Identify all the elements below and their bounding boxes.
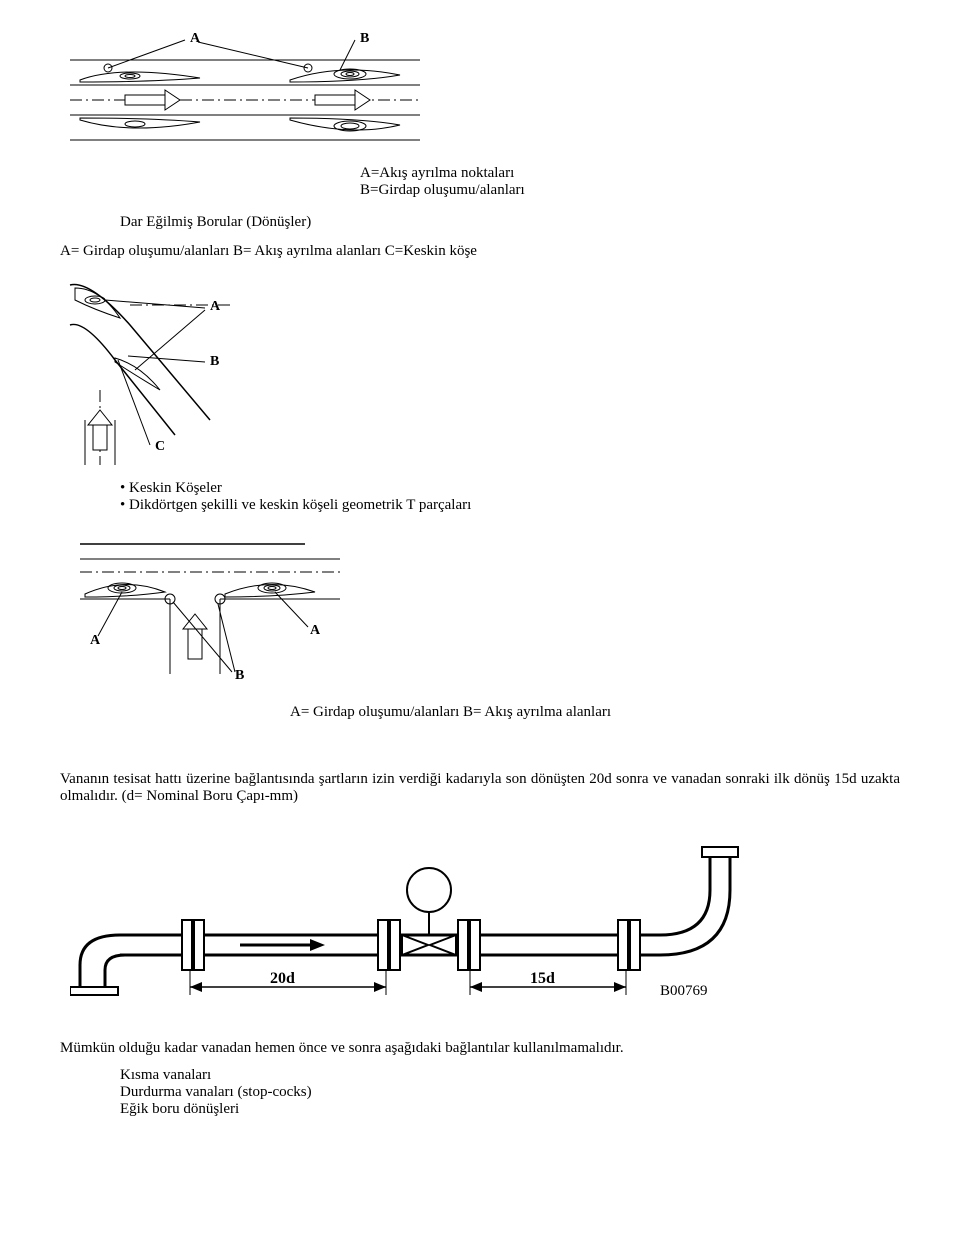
paragraph-1: Vananın tesisat hattı üzerine bağlantısı…	[60, 771, 900, 805]
legend-1: A= Girdap oluşumu/alanları B= Akış ayrıl…	[60, 243, 900, 260]
list2-item2: Durdurma vanaları (stop-cocks)	[120, 1084, 900, 1101]
fig4-dist1: 20d	[270, 970, 295, 987]
fig3-label-A-left: A	[90, 633, 101, 648]
caption-1: A=Akış ayrılma noktaları B=Girdap oluşum…	[360, 165, 900, 199]
heading-1: Dar Eğilmiş Borular (Dönüşler)	[120, 214, 900, 231]
fig2-label-B: B	[210, 354, 219, 369]
fig2-label-A: A	[210, 299, 221, 314]
fig4-code: B00769	[660, 983, 708, 999]
bullet-1: Keskin Köşeler	[120, 480, 900, 497]
legend-2: A= Girdap oluşumu/alanları B= Akış ayrıl…	[290, 704, 900, 721]
fig1-label-A: A	[190, 31, 201, 46]
paragraph-2: Mümkün olduğu kadar vanadan hemen önce v…	[60, 1040, 900, 1057]
list-2: Kısma vanaları Durdurma vanaları (stop-c…	[120, 1067, 900, 1118]
fig2-label-C: C	[155, 439, 165, 454]
list2-item3: Eğik boru dönüşleri	[120, 1101, 900, 1118]
bullet-2: Dikdörtgen şekilli ve keskin köşeli geom…	[120, 497, 900, 514]
caption-1-lineA: A=Akış ayrılma noktaları	[360, 165, 900, 182]
caption-1-lineB: B=Girdap oluşumu/alanları	[360, 182, 900, 199]
figure-3: A A B	[60, 524, 900, 694]
fig4-dist2: 15d	[530, 970, 555, 987]
figure-2: A B C	[60, 270, 900, 470]
figure-1: A B	[60, 30, 900, 150]
bullet-list-1: Keskin Köşeler Dikdörtgen şekilli ve kes…	[120, 480, 900, 514]
fig3-label-A-right: A	[310, 623, 321, 638]
fig3-label-B: B	[235, 668, 244, 683]
figure-4: 20d 15d B00769	[70, 815, 900, 1015]
fig1-label-B: B	[360, 31, 369, 46]
list2-item1: Kısma vanaları	[120, 1067, 900, 1084]
